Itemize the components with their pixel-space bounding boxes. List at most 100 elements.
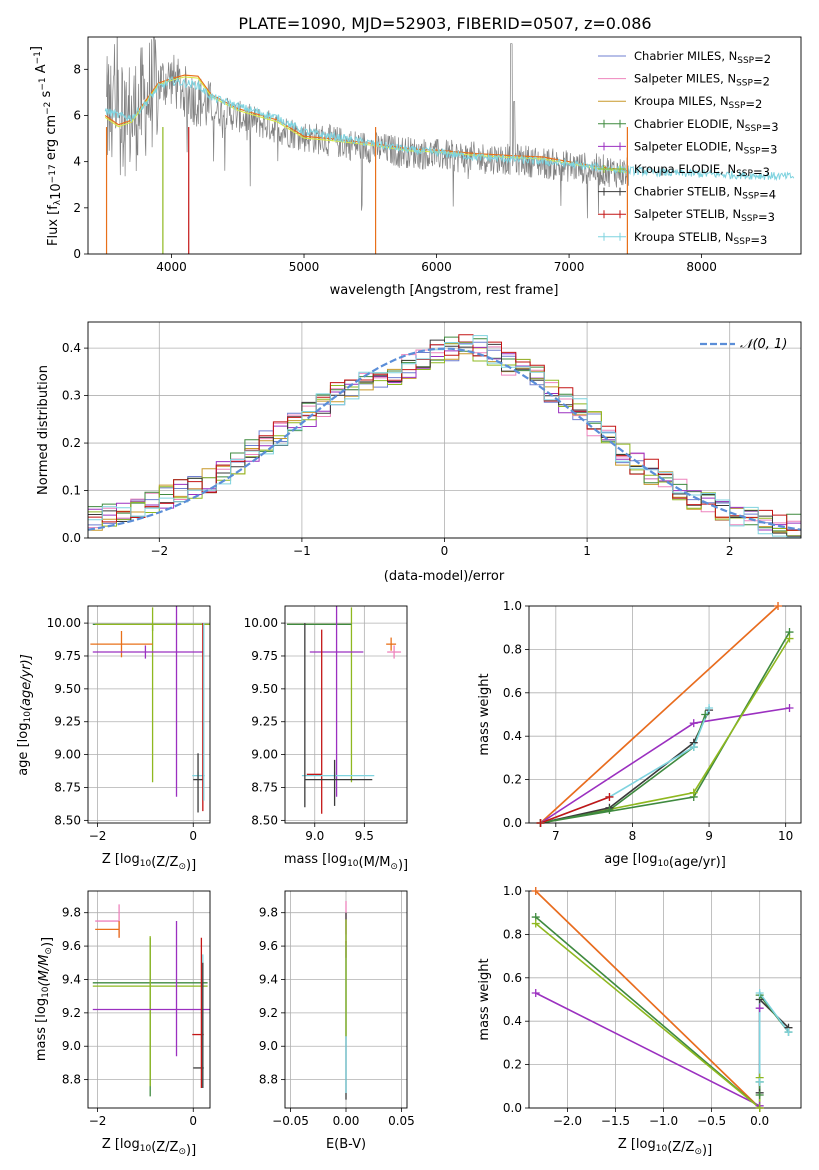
weight-line (758, 992, 790, 1095)
axes-frame (87, 36, 802, 255)
label-part: (Z/Z (151, 855, 178, 870)
y-axis-label: age [log10(age/yr)] (16, 654, 34, 776)
axes-frame (284, 890, 408, 1109)
x-tick-label: 0.05 (388, 1114, 415, 1128)
label-part: 10 (347, 859, 359, 869)
label-part: (data-model)/error (384, 569, 505, 584)
weight-marker (755, 1077, 764, 1086)
label-part: λ (53, 199, 63, 205)
x-axis-label: Z [log10(Z/Z⊙)] (618, 1137, 712, 1158)
y-tick-label: 9.8 (62, 906, 81, 920)
x-tick-label: −2 (89, 1114, 107, 1128)
label-part: 10 (657, 859, 669, 869)
label-part: Z [log (102, 852, 140, 867)
label-part: =2 (745, 97, 762, 111)
weight-marker (774, 602, 783, 610)
label-part: =3 (758, 210, 775, 224)
y-tick-label: 1.0 (503, 599, 522, 613)
x-tick-label: −1.5 (601, 1114, 630, 1128)
legend-entry: Chabrier MILES, NSSP=2 (634, 49, 771, 66)
y-tick-label: 8.8 (259, 1073, 278, 1087)
y-tick-label: 8 (73, 62, 81, 76)
plot-area (92, 904, 210, 1097)
label-part: age [log (604, 852, 657, 867)
y-tick-label: 8.50 (54, 813, 81, 827)
x-tick-label: 4000 (156, 260, 187, 274)
x-tick-label: 0 (189, 829, 197, 843)
x-tick-label: 9.0 (305, 829, 324, 843)
y-tick-label: 9.0 (62, 1039, 81, 1053)
label-part: SSP (729, 101, 746, 111)
y-tick-label: 0 (73, 247, 81, 261)
mass-vs-metallicity-panel: −2 08.89.09.29.49.69.8Z [log10(Z/Z⊙)]mass… (34, 890, 211, 1158)
x-tick-label: 1 (583, 544, 591, 558)
label-part: )] (186, 1143, 196, 1158)
y-tick-label: 0.4 (62, 341, 81, 355)
model-spectrum-stelib (104, 75, 795, 182)
axes-frame (87, 605, 211, 824)
weight-marker (531, 919, 540, 928)
legend-entry: Salpeter MILES, NSSP=2 (634, 72, 770, 89)
label-part: SSP (742, 192, 759, 202)
label-part: −1 (33, 51, 43, 64)
residual-histogram (88, 334, 801, 531)
weight-line (539, 606, 779, 823)
weight-marker (531, 887, 540, 895)
label-part: =2 (753, 75, 770, 89)
label-part: Kroupa MILES, N (634, 94, 729, 108)
plot-area (286, 606, 402, 814)
y-tick-label: 0.1 (62, 484, 81, 498)
x-axis-label: wavelength [Angstrom, rest frame] (330, 283, 559, 298)
label-part: 10 (23, 711, 33, 723)
label-part: Flux [f (46, 205, 61, 246)
label-part: mass weight (477, 958, 492, 1040)
y-tick-label: 9.2 (259, 1006, 278, 1020)
x-tick-label: −1.0 (649, 1114, 678, 1128)
weight-marker (689, 788, 698, 797)
y-tick-label: 6 (73, 108, 81, 122)
weight-marker (689, 743, 698, 752)
label-part: (M/M (359, 855, 391, 870)
y-tick-label: 9.75 (54, 649, 81, 663)
weight-line (535, 992, 761, 1108)
y-tick-label: 9.4 (259, 972, 278, 986)
plot-area (104, 37, 795, 254)
weight-marker (755, 988, 764, 997)
label-part: SSP (744, 146, 761, 156)
observed-spectrum (106, 37, 630, 219)
x-tick-label: 8 (629, 829, 637, 843)
model-spectrum-miles (104, 74, 628, 172)
label-part: Normed distribution (36, 365, 51, 495)
label-part: SSP (737, 56, 754, 66)
y-tick-label: 0.6 (503, 971, 522, 985)
label-part: Chabrier STELIB, N (634, 185, 742, 199)
label-part: Z [log (618, 1137, 656, 1152)
label-part: SSP (745, 124, 762, 134)
weight-marker (785, 634, 794, 643)
label-part: ⊙ (694, 1147, 702, 1157)
label-part: (age/yr)] (669, 855, 726, 870)
y-tick-label: 0.2 (503, 773, 522, 787)
y-tick-label: 9.75 (251, 649, 278, 663)
weight-marker (689, 719, 698, 728)
y-tick-label: 2 (73, 201, 81, 215)
y-tick-label: 9.00 (54, 748, 81, 762)
label-part: −17 (48, 164, 58, 183)
legend-entry: Salpeter STELIB, NSSP=3 (634, 207, 775, 224)
weight-line (535, 891, 761, 1108)
label-part: =3 (761, 142, 778, 156)
y-tick-label: 0.0 (62, 531, 81, 545)
y-tick-label: 9.00 (251, 748, 278, 762)
y-axis-label: mass weight (477, 673, 492, 755)
legend-entry: Kroupa ELODIE, NSSP=3 (634, 162, 770, 179)
y-tick-label: 10.00 (47, 616, 81, 630)
axes-frame (528, 605, 802, 824)
y-tick-label: 9.2 (62, 1006, 81, 1020)
label-part: SSP (736, 79, 753, 89)
axes-frame (284, 605, 408, 824)
label-part: Z [log (102, 1137, 140, 1152)
legend-entry: Kroupa STELIB, NSSP=3 (634, 230, 767, 247)
x-tick-label: 0.00 (333, 1114, 360, 1128)
y-tick-label: 8.50 (251, 813, 278, 827)
